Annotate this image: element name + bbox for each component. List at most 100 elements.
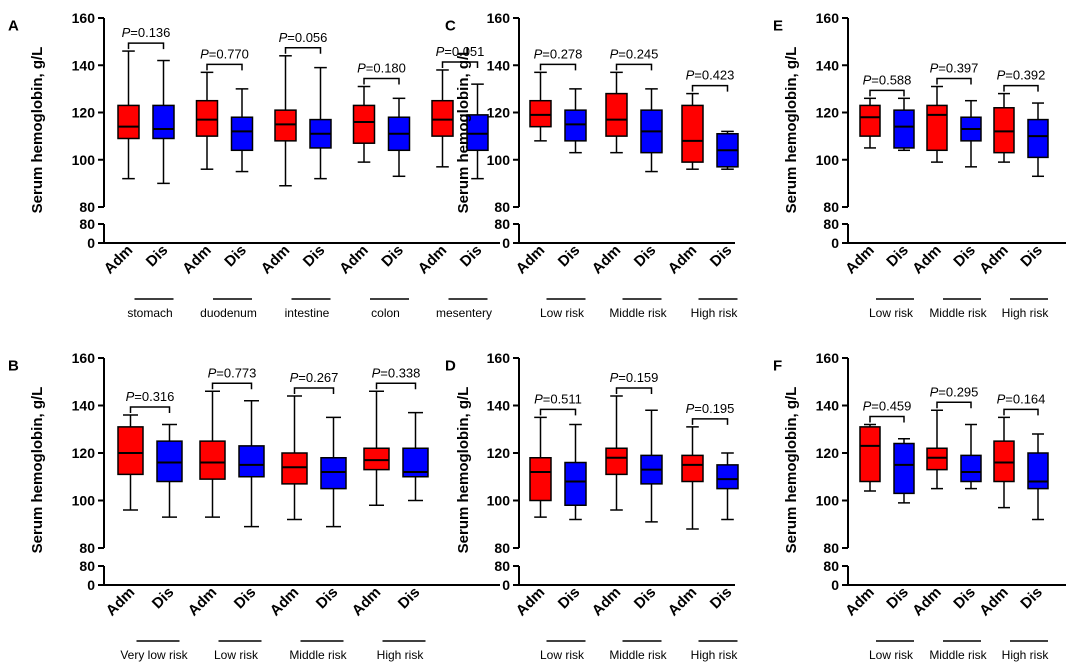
y-break-tick-label: 0 [87,577,95,593]
y-tick-label: 120 [487,105,511,121]
adm-box [117,426,144,476]
significance-bracket [869,415,905,423]
significance-bracket [615,387,653,394]
y-tick-label: 80 [823,540,839,556]
adm-box [529,99,552,128]
group-label: High risk [691,306,739,320]
group-label: duodenum [200,306,257,320]
x-tick-label-adm: Adm [589,242,625,278]
y-break-tick-label: 80 [79,216,95,232]
significance-bracket [206,63,243,71]
adm-box [859,426,881,483]
y-tick-label: 80 [823,199,839,215]
y-tick-label: 100 [72,493,96,509]
y-tick-label: 120 [72,105,96,121]
y-tick-label: 80 [79,199,95,215]
p-value-label: P=0.056 [279,30,328,45]
p-value-label: P=0.459 [863,399,912,414]
x-tick-label-dis: Dis [1017,584,1046,613]
y-break-tick-label: 80 [79,558,95,574]
adm-box [681,454,704,483]
x-tick-label-adm: Adm [842,584,878,620]
y-tick-label: 160 [487,350,511,366]
panel-label: E [773,17,783,34]
panel-label: D [445,357,456,374]
adm-box [352,104,376,144]
y-tick-label: 140 [72,57,96,73]
y-break-tick-label: 80 [823,558,839,574]
dis-box [564,461,587,506]
y-tick-label: 80 [494,199,510,215]
significance-bracket [1003,408,1039,416]
x-tick-label-adm: Adm [185,584,221,620]
x-tick-label-dis: Dis [631,242,660,271]
adm-box [363,447,390,471]
dis-box [320,457,347,490]
adm-box [274,109,297,142]
x-tick-label-adm: Adm [336,242,372,278]
dis-box [152,104,175,140]
y-tick-label: 120 [487,445,511,461]
y-tick-label: 100 [487,152,511,168]
dis-box [716,464,739,490]
dis-box [1027,118,1049,159]
dis-box [893,109,915,149]
p-value-label: P=0.397 [930,61,979,76]
y-tick-label: 160 [487,10,511,26]
x-tick-label-adm: Adm [513,584,549,620]
x-tick-label-dis: Dis [457,242,486,271]
x-tick-label-adm: Adm [842,242,878,278]
x-tick-label-adm: Adm [909,584,945,620]
y-tick-label: 160 [816,10,840,26]
panel-label: C [445,17,456,34]
p-value-label: P=0.770 [200,46,249,61]
significance-bracket [691,84,729,92]
y-break-tick-label: 0 [831,577,839,593]
y-tick-label: 160 [72,350,96,366]
group-label: stomach [127,306,172,320]
x-tick-label-dis: Dis [378,242,407,271]
significance-bracket [615,63,653,71]
group-label: mesentery [436,306,492,320]
panel-label: A [8,17,19,34]
x-tick-label-adm: Adm [267,584,303,620]
y-tick-label: 120 [72,445,96,461]
p-value-label: P=0.423 [686,68,735,83]
p-value-label: P=0.195 [686,401,735,416]
dis-box [564,109,587,142]
p-value-label: P=0.511 [534,391,582,406]
y-tick-label: 160 [72,10,96,26]
dis-box [156,440,183,483]
x-tick-label-adm: Adm [415,242,451,278]
significance-bracket [936,401,972,409]
y-break-tick-label: 80 [494,216,510,232]
adm-box [993,440,1015,483]
y-break-tick-label: 0 [502,235,510,251]
group-label: High risk [691,648,739,662]
x-tick-label-adm: Adm [179,242,215,278]
p-value-label: P=0.136 [122,25,171,40]
y-tick-label: 80 [494,540,510,556]
adm-box [926,447,948,471]
adm-box [605,92,628,137]
dis-box [960,454,982,483]
x-tick-label-adm: Adm [665,584,701,620]
x-tick-label-dis: Dis [631,584,660,613]
significance-bracket [129,406,171,413]
significance-bracket [363,77,400,85]
adm-box [431,99,454,137]
y-axis-label: Serum hemoglobin, g/L [783,47,800,214]
adm-box [199,440,226,480]
x-tick-label-adm: Adm [976,584,1012,620]
y-tick-label: 120 [816,445,840,461]
y-axis-label: Serum hemoglobin, g/L [455,47,472,214]
group-label: Middle risk [289,648,347,662]
x-tick-label-dis: Dis [950,584,979,613]
x-tick-label-dis: Dis [555,242,584,271]
